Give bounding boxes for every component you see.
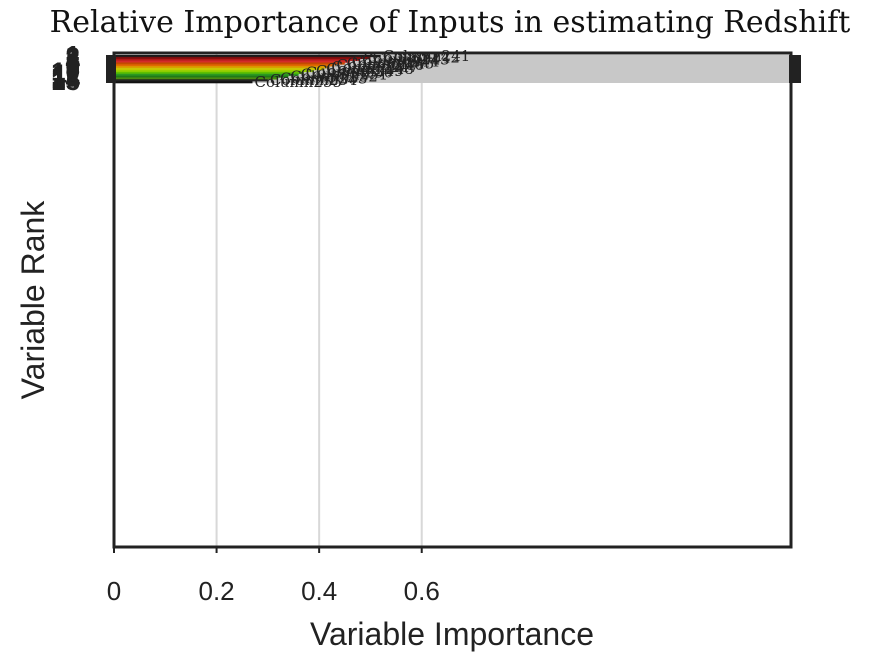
bar-11 — [114, 73, 299, 76]
bar-label-12: Column252 — [290, 67, 377, 85]
bar-9 — [114, 69, 315, 73]
rank-label-10: 10 — [51, 57, 80, 87]
rank-label-5: 5 — [66, 47, 80, 77]
bar-label-7: Column247 — [331, 58, 418, 76]
bar-6 — [114, 64, 335, 67]
rank-label-12: 12 — [51, 60, 80, 90]
rank-label-7: 7 — [66, 51, 80, 81]
rank-label-1: 1 — [66, 40, 80, 70]
bar-label-11: Column251 — [301, 66, 388, 84]
rank-label-8: 8 — [66, 53, 80, 83]
bar-2 — [114, 56, 371, 60]
bar-14 — [114, 79, 268, 82]
bar-4 — [114, 60, 350, 63]
bar-7 — [114, 66, 330, 69]
bar-1 — [114, 55, 381, 58]
bar-10 — [114, 71, 304, 74]
bar-label-3: Column243 — [362, 51, 449, 69]
rank-label-15: 15 — [51, 66, 80, 96]
bar-label-15: Column255 — [254, 73, 341, 91]
bar-12 — [114, 75, 289, 78]
y-axis-label: Variable Rank — [15, 200, 51, 400]
bar-15 — [114, 81, 253, 84]
bar-label-4: Column244 — [352, 52, 439, 70]
plot-frame — [112, 51, 793, 549]
bar-label-9: Column249 — [316, 62, 403, 80]
bar-label-1: Column241 — [383, 47, 470, 65]
bar-13 — [114, 77, 279, 80]
bar-label-13: Column253 — [280, 69, 367, 87]
bar-label-14: Column254 — [270, 71, 357, 89]
bar-5 — [114, 62, 345, 65]
rank-label-2: 2 — [66, 42, 80, 72]
x-tick-label-2: 0.4 — [301, 576, 337, 606]
bar-labels: Column241Column242Column243Column244Colu… — [254, 47, 470, 91]
x-tick-label-0: 0 — [107, 576, 121, 606]
rank-label-14: 14 — [51, 64, 80, 94]
x-tick-label-1: 0.2 — [198, 576, 234, 606]
bar-label-8: Column248 — [326, 60, 413, 78]
bar-8 — [114, 68, 325, 71]
grid-lines — [215, 53, 423, 547]
x-tick-labels: 0 0.2 0.4 0.6 — [107, 547, 440, 606]
bar-label-10: Column250 — [306, 64, 393, 82]
rank-label-6: 6 — [66, 49, 80, 79]
x-axis-label: Variable Importance — [310, 616, 594, 652]
chart-title: Relative Importance of Inputs in estimat… — [50, 5, 851, 40]
rank-label-9: 9 — [66, 55, 80, 85]
rank-label-3: 3 — [66, 44, 80, 74]
rank-label-13: 13 — [51, 62, 80, 92]
bar-3 — [114, 58, 361, 61]
rank-label-11: 11 — [53, 59, 81, 89]
rank-label-4: 4 — [66, 45, 81, 75]
bar-label-6: Column246 — [337, 56, 424, 74]
bar-label-5: Column245 — [347, 54, 434, 72]
x-tick-label-3: 0.6 — [404, 576, 440, 606]
y-axis-cap-left — [106, 55, 116, 83]
